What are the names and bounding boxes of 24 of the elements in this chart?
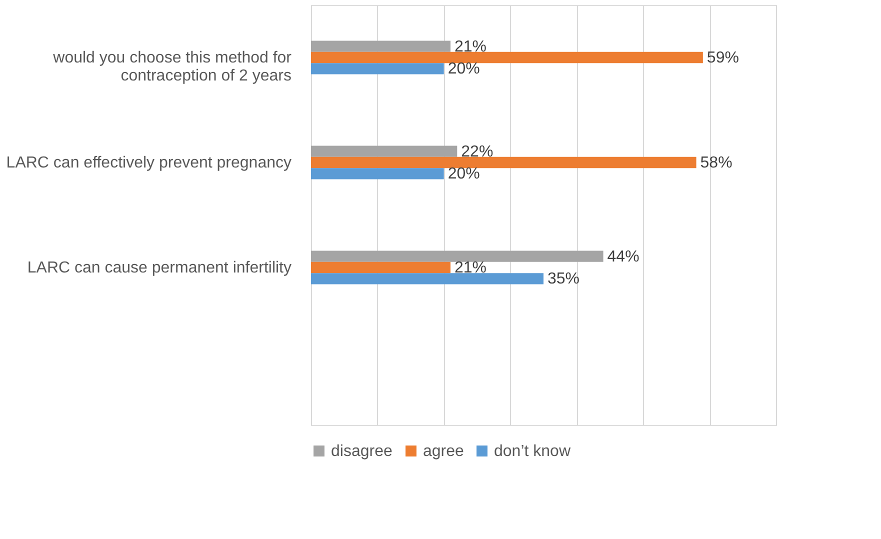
y-tick-label: would you choose this method for contraception of 2 years <box>52 50 292 84</box>
data-label: 59% <box>706 50 739 66</box>
y-tick-label: LARC can cause permanent infertility <box>27 260 292 276</box>
legend-label: agree <box>423 443 464 460</box>
bar <box>311 262 450 274</box>
bar <box>311 146 458 157</box>
data-label: 22% <box>461 143 494 160</box>
data-label: 20% <box>448 166 480 183</box>
y-tick-label: LARC can effectively prevent pregnancy <box>6 154 292 172</box>
bar <box>311 52 703 64</box>
data-label: 21% <box>454 260 487 276</box>
data-label: 44% <box>607 248 640 266</box>
bar <box>311 156 696 168</box>
bar <box>311 168 444 180</box>
legend-label: don’t know <box>494 443 571 460</box>
data-label: 20% <box>448 60 480 78</box>
bar <box>311 250 604 262</box>
bar <box>311 273 544 284</box>
data-label: 35% <box>548 270 580 288</box>
data-label: 21% <box>454 38 487 56</box>
bar <box>311 63 444 74</box>
legend-label: disagree <box>331 443 392 460</box>
data-label: 58% <box>700 154 732 172</box>
bar <box>311 40 450 52</box>
